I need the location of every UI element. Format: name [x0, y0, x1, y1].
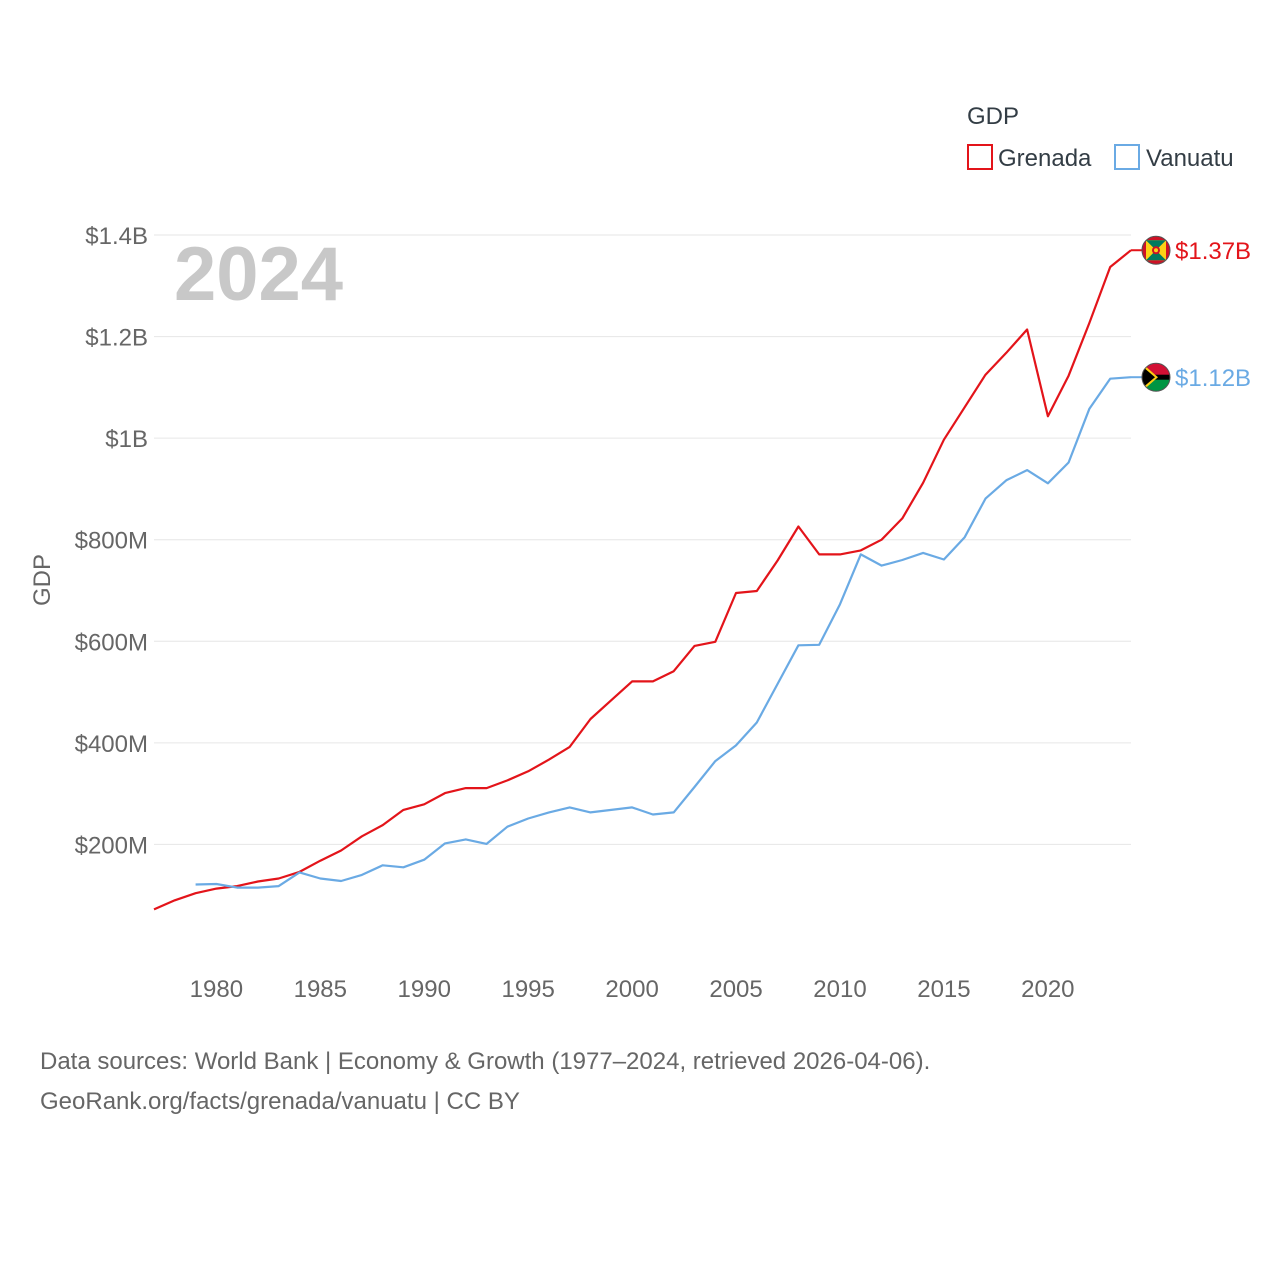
legend-label-grenada: Grenada — [998, 145, 1092, 172]
x-tick-label: 2015 — [917, 976, 970, 1003]
x-tick-label: 2000 — [605, 976, 658, 1003]
series-layer — [153, 249, 1132, 911]
x-tick-label: 1985 — [294, 976, 347, 1003]
y-tick-label: $800M — [75, 528, 148, 555]
series-line-grenada[interactable] — [153, 249, 1132, 911]
y-tick-label: $600M — [75, 629, 148, 656]
legend-swatch-vanuatu — [1114, 144, 1140, 170]
data-sources-text: Data sources: World Bank | Economy & Gro… — [40, 1048, 931, 1075]
x-tick-label: 1980 — [190, 976, 243, 1003]
legend-label-vanuatu: Vanuatu — [1146, 145, 1234, 172]
x-tick-label: 1995 — [501, 976, 554, 1003]
x-tick-label: 1990 — [398, 976, 451, 1003]
flag-icon-vanuatu — [1141, 362, 1171, 392]
y-tick-label: $1B — [105, 426, 148, 453]
y-axis-label: GDP — [29, 554, 56, 606]
x-tick-label: 2020 — [1021, 976, 1074, 1003]
y-tick-label: $1.4B — [85, 223, 148, 250]
attribution-link[interactable]: GeoRank.org/facts/grenada/vanuatu | CC B… — [40, 1088, 520, 1115]
current-year-label: 2024 — [174, 232, 343, 317]
end-value-label-grenada: $1.37B — [1175, 238, 1251, 265]
series-line-vanuatu[interactable] — [195, 376, 1132, 889]
series-endpoints: $1.37B $1.12B — [1131, 235, 1251, 392]
y-tick-label: $400M — [75, 731, 148, 758]
legend-item-grenada[interactable]: Grenada — [967, 144, 1092, 172]
legend-item-vanuatu[interactable]: Vanuatu — [1114, 144, 1234, 172]
legend: GDP Grenada Vanuatu — [967, 103, 1234, 172]
x-axis-ticks: 1980 1985 1990 1995 2000 2005 2010 2015 2020 — [190, 976, 1075, 1003]
flag-icon-grenada — [1141, 235, 1171, 265]
legend-swatch-grenada — [967, 144, 993, 170]
end-value-label-vanuatu: $1.12B — [1175, 365, 1251, 392]
x-tick-label: 2005 — [709, 976, 762, 1003]
y-axis-ticks: $200M $400M $600M $800M $1B $1.2B $1.4B — [75, 223, 148, 859]
x-tick-label: 2010 — [813, 976, 866, 1003]
legend-title: GDP — [967, 103, 1019, 130]
footer: Data sources: World Bank | Economy & Gro… — [40, 1042, 930, 1122]
y-tick-label: $200M — [75, 832, 148, 859]
grid-layer — [154, 234, 1131, 845]
y-tick-label: $1.2B — [85, 325, 148, 352]
